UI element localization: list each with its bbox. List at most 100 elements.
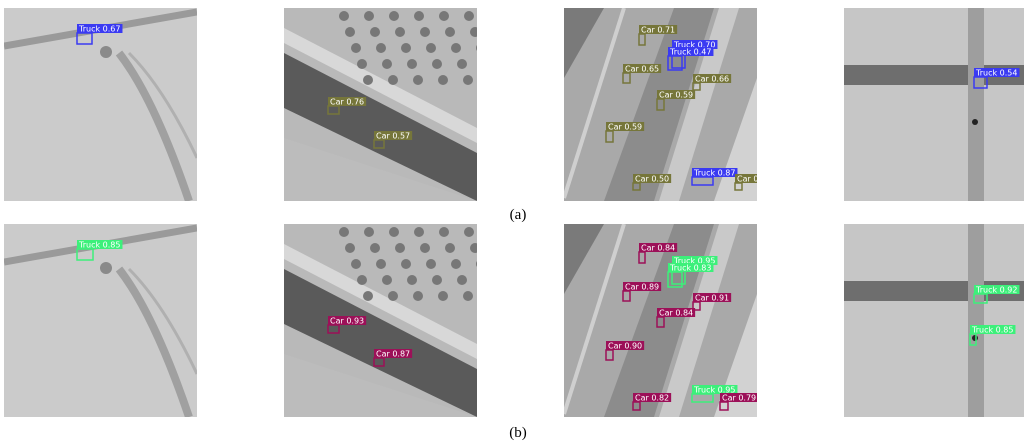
detection-label: Truck 0.85 bbox=[971, 326, 1013, 335]
image-panel: Car 0.76 Car 0.57 bbox=[284, 8, 498, 201]
caption: (a) bbox=[510, 207, 527, 223]
scene bbox=[457, 275, 467, 285]
scene bbox=[488, 75, 498, 85]
scene bbox=[401, 259, 411, 269]
scene bbox=[968, 8, 984, 201]
detection-label: Car 0.65 bbox=[625, 65, 659, 74]
scene bbox=[395, 243, 405, 253]
detection-label: Car 0.66 bbox=[695, 75, 729, 84]
detection-label: Truck 0.67 bbox=[78, 25, 120, 34]
scene bbox=[339, 11, 349, 21]
scene bbox=[439, 11, 449, 21]
image-panel: Truck 0.85 bbox=[4, 224, 197, 417]
detection-label: Truck 0.92 bbox=[975, 286, 1017, 295]
detection-label: Car 0.82 bbox=[635, 394, 669, 403]
scene bbox=[432, 275, 442, 285]
scene bbox=[357, 59, 367, 69]
detection-label: Truck 0.83 bbox=[669, 264, 711, 273]
detection-label: Car 0.59 bbox=[659, 91, 693, 100]
scene bbox=[470, 27, 480, 37]
detection-label: Car 0.93 bbox=[330, 317, 364, 326]
scene bbox=[351, 43, 361, 53]
image-panel: Truck 0.54 bbox=[844, 8, 1024, 201]
scene bbox=[445, 27, 455, 37]
detection-label: Car 0.79 bbox=[722, 394, 756, 403]
scene bbox=[439, 227, 449, 237]
detection-label: Truck 0.85 bbox=[78, 241, 120, 250]
scene bbox=[844, 8, 1024, 201]
scene bbox=[382, 275, 392, 285]
scene bbox=[363, 75, 373, 85]
scene bbox=[426, 43, 436, 53]
scene bbox=[972, 335, 978, 341]
scene bbox=[451, 259, 461, 269]
scene bbox=[438, 291, 448, 301]
image-panel: Car 0.93 Car 0.87 bbox=[284, 224, 498, 417]
scene bbox=[482, 59, 492, 69]
scene bbox=[100, 262, 112, 274]
scene bbox=[395, 27, 405, 37]
scene bbox=[972, 119, 978, 125]
detection-label: Truck 0.54 bbox=[975, 69, 1017, 78]
scene bbox=[413, 75, 423, 85]
scene bbox=[389, 227, 399, 237]
scene bbox=[426, 259, 436, 269]
scene bbox=[463, 291, 473, 301]
detection-label: Truck 0.47 bbox=[669, 48, 711, 57]
scene bbox=[464, 11, 474, 21]
scene bbox=[445, 243, 455, 253]
scene bbox=[339, 227, 349, 237]
scene bbox=[457, 59, 467, 69]
detection-label: Car 0.84 bbox=[641, 244, 675, 253]
scene bbox=[464, 227, 474, 237]
scene bbox=[420, 27, 430, 37]
image-panel: Truck 0.67 bbox=[4, 8, 197, 201]
scene bbox=[370, 27, 380, 37]
scene bbox=[376, 259, 386, 269]
scene bbox=[357, 275, 367, 285]
scene bbox=[364, 11, 374, 21]
scene bbox=[414, 11, 424, 21]
scene bbox=[363, 291, 373, 301]
image-panel: Car 0.71Truck 0.70Truck 0.47Car 0.65Car … bbox=[564, 8, 773, 201]
scene bbox=[407, 59, 417, 69]
scene bbox=[451, 43, 461, 53]
scene bbox=[476, 43, 486, 53]
figure: (a) (b) Truck 0.67Car 0.76Car 0.57Car 0.… bbox=[0, 0, 1028, 441]
scene bbox=[345, 27, 355, 37]
scene bbox=[844, 224, 1024, 417]
detection-label: Car 0.50 bbox=[635, 175, 669, 184]
scene bbox=[482, 275, 492, 285]
scene bbox=[388, 75, 398, 85]
detection-label: Car 0.84 bbox=[659, 309, 693, 318]
detection-label: Car 0.87 bbox=[376, 350, 410, 359]
scene bbox=[345, 243, 355, 253]
detection-label: Car 0.91 bbox=[695, 294, 729, 303]
scene bbox=[401, 43, 411, 53]
scene bbox=[420, 243, 430, 253]
detection-label: Truck 0.87 bbox=[693, 169, 735, 178]
detection-label: Car 0.50 bbox=[737, 175, 771, 184]
caption: (b) bbox=[509, 425, 527, 441]
scene bbox=[476, 259, 486, 269]
image-panel: Truck 0.92 Truck 0.85 bbox=[844, 224, 1024, 417]
scene bbox=[376, 43, 386, 53]
scene bbox=[432, 59, 442, 69]
detection-label: Car 0.76 bbox=[330, 98, 364, 107]
scene bbox=[463, 75, 473, 85]
detection-label: Car 0.71 bbox=[641, 26, 675, 35]
detection-label: Car 0.59 bbox=[608, 123, 642, 132]
scene bbox=[488, 291, 498, 301]
scene bbox=[968, 224, 984, 417]
scene bbox=[388, 291, 398, 301]
scene bbox=[351, 259, 361, 269]
detection-label: Car 0.90 bbox=[608, 342, 642, 351]
scene bbox=[413, 291, 423, 301]
scene bbox=[364, 227, 374, 237]
detection-label: Car 0.89 bbox=[625, 283, 659, 292]
scene bbox=[438, 75, 448, 85]
scene bbox=[470, 243, 480, 253]
detection-label: Car 0.57 bbox=[376, 132, 410, 141]
scene bbox=[370, 243, 380, 253]
